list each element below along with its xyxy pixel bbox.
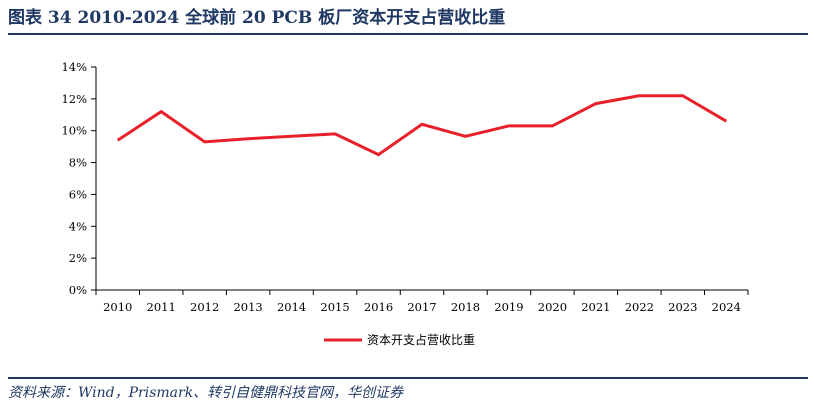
series-line xyxy=(116,94,728,157)
x-tick-label: 2012 xyxy=(190,300,219,314)
x-tick-label: 2023 xyxy=(668,300,697,314)
y-tick-label: 0% xyxy=(69,283,87,297)
y-tick-label: 2% xyxy=(69,251,87,265)
source-note: 资料来源：Wind，Prismark、转引自健鼎科技官网，华创证券 xyxy=(8,385,404,401)
x-tick-label: 2015 xyxy=(320,300,349,314)
x-tick-label: 2020 xyxy=(538,300,567,314)
x-tick-label: 2013 xyxy=(233,300,262,314)
y-tick-label: 10% xyxy=(61,124,87,138)
y-tick-label: 6% xyxy=(69,187,87,201)
y-tick-label: 14% xyxy=(61,60,87,74)
y-tick-label: 8% xyxy=(69,156,87,170)
footer-rule xyxy=(8,377,808,379)
figure-title: 图表 34 2010-2024 全球前 20 PCB 板厂资本开支占营收比重 xyxy=(8,8,506,28)
x-tick-label: 2011 xyxy=(147,300,176,314)
x-tick-label: 2021 xyxy=(581,300,610,314)
y-tick-label: 4% xyxy=(69,219,87,233)
x-tick-label: 2018 xyxy=(451,300,480,314)
y-tick-label: 12% xyxy=(61,92,87,106)
line-chart: 0% 2% 4% 6% 8% 10% 12% 14% 2010 2011 2012 2013 2014… xyxy=(61,60,749,347)
x-tick-label: 2019 xyxy=(494,300,523,314)
x-tick-label: 2010 xyxy=(103,300,132,314)
legend: 资本开支占营收比重 xyxy=(324,332,475,347)
x-tick-label: 2024 xyxy=(712,300,741,314)
x-tick-label: 2017 xyxy=(407,300,436,314)
x-tick-label: 2022 xyxy=(625,300,654,314)
header-rule xyxy=(8,33,808,35)
x-tick-label: 2016 xyxy=(364,300,393,314)
legend-label: 资本开支占营收比重 xyxy=(367,332,475,347)
x-tick-label: 2014 xyxy=(277,300,306,314)
